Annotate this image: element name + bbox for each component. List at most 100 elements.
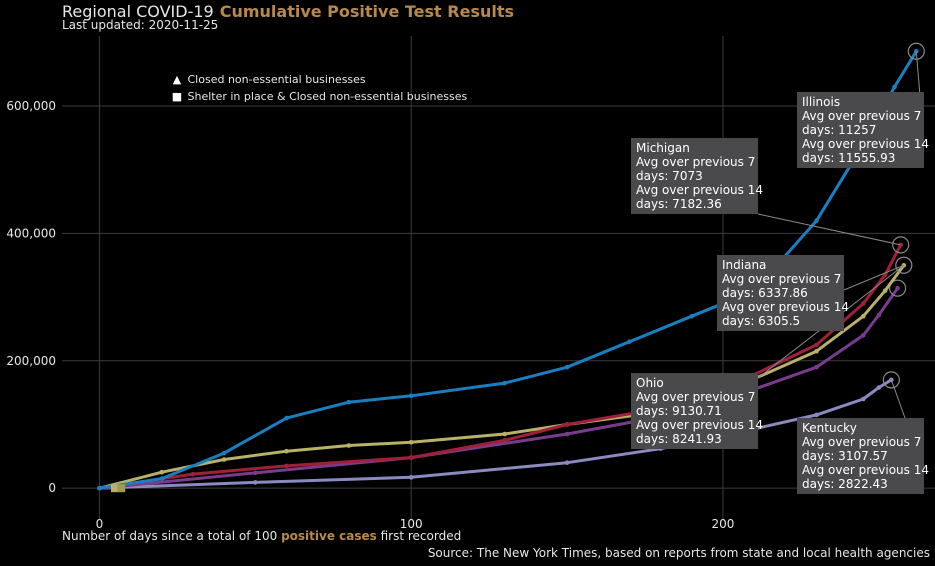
data-point-ohio bbox=[221, 457, 227, 462]
highlight-ring-indiana bbox=[888, 279, 907, 297]
data-point-illinois bbox=[408, 393, 414, 399]
tooltip-line: days: 9130.71 bbox=[636, 404, 722, 418]
policy-marker-square bbox=[111, 484, 120, 493]
tooltip-line: Avg over previous 14 bbox=[802, 463, 930, 477]
highlight-ring-ohio bbox=[895, 256, 913, 274]
tooltip-connector bbox=[843, 264, 905, 291]
data-point-ohio bbox=[882, 288, 888, 294]
data-point-indiana bbox=[253, 470, 258, 476]
data-point-kentucky bbox=[564, 460, 570, 465]
tooltip-line: days: 2822.43 bbox=[802, 477, 888, 491]
highlight-ring-illinois bbox=[907, 42, 925, 60]
tooltip-line: Avg over previous 7 bbox=[636, 155, 756, 169]
tooltip-line: Avg over previous 14 bbox=[636, 418, 764, 432]
tooltip-illinois: Illinois Avg over previous 7 days: 11257… bbox=[797, 92, 930, 168]
tooltip-kentucky: Kentucky Avg over previous 7 days: 3107.… bbox=[797, 418, 930, 494]
tooltip-line: days: 3107.57 bbox=[802, 449, 888, 463]
x-tick-label: 100 bbox=[400, 517, 423, 531]
tooltip-line: days: 7073 bbox=[636, 169, 703, 183]
data-point-illinois bbox=[97, 485, 102, 491]
data-point-illinois bbox=[159, 476, 165, 481]
data-point-ohio bbox=[346, 443, 352, 448]
y-tick-label: 0 bbox=[48, 481, 56, 495]
series-line-ohio bbox=[99, 264, 906, 490]
source-note: Source: The New York Times, based on rep… bbox=[427, 546, 930, 560]
data-point-kentucky bbox=[814, 412, 819, 418]
tooltip-indiana: Indiana Avg over previous 7 days: 6337.8… bbox=[717, 255, 850, 331]
data-point-ohio bbox=[408, 440, 414, 445]
tooltip-state: Michigan bbox=[636, 141, 690, 155]
tooltip-line: days: 6305.5 bbox=[722, 314, 801, 328]
data-point-michigan bbox=[408, 455, 414, 460]
tooltip-line: days: 11257 bbox=[802, 123, 877, 137]
data-point-ohio bbox=[502, 431, 508, 437]
tooltip-line: days: 11555.93 bbox=[802, 151, 896, 165]
tooltip-line: Avg over previous 14 bbox=[722, 300, 850, 314]
tooltip-line: days: 8241.93 bbox=[636, 432, 722, 446]
data-point-illinois bbox=[564, 364, 570, 370]
data-point-kentucky bbox=[408, 475, 414, 480]
data-point-illinois bbox=[689, 313, 695, 319]
square-icon: ■ bbox=[171, 90, 183, 103]
tooltip-connector bbox=[890, 379, 906, 419]
tooltip-line: days: 6337.86 bbox=[722, 286, 808, 300]
data-point-indiana bbox=[895, 285, 900, 291]
legend-label-shelter: Shelter in place & Closed non-essential … bbox=[187, 90, 468, 103]
data-point-kentucky bbox=[253, 480, 258, 485]
x-tick-label: 0 bbox=[96, 517, 104, 531]
data-point-michigan bbox=[284, 463, 289, 469]
tooltip-line: Avg over previous 7 bbox=[802, 435, 922, 449]
policy-marker-square bbox=[117, 484, 126, 493]
highlight-ring-michigan bbox=[892, 236, 910, 254]
data-point-illinois bbox=[892, 84, 897, 90]
data-point-indiana bbox=[814, 364, 819, 370]
tooltip-line: Avg over previous 7 bbox=[722, 272, 842, 286]
series-line-michigan bbox=[99, 244, 903, 490]
x-tick-label: 200 bbox=[712, 517, 735, 531]
last-updated: Last updated: 2020-11-25 bbox=[62, 18, 219, 32]
data-point-illinois bbox=[221, 450, 227, 456]
tooltip-ohio: Ohio Avg over previous 7 days: 9130.71 A… bbox=[631, 373, 764, 449]
data-point-ohio bbox=[284, 448, 289, 454]
chart-title-accent: Cumulative Positive Test Results bbox=[219, 2, 515, 21]
x-axis-title-accent: positive cases bbox=[281, 529, 377, 543]
chart-title-main: Regional COVID-19 bbox=[62, 2, 214, 21]
data-point-michigan bbox=[190, 471, 196, 477]
data-point-ohio bbox=[814, 348, 819, 354]
data-point-illinois bbox=[627, 339, 632, 344]
data-point-illinois bbox=[502, 380, 508, 386]
data-point-illinois bbox=[284, 415, 289, 421]
tooltip-state: Indiana bbox=[722, 258, 767, 272]
tooltip-line: Avg over previous 7 bbox=[636, 390, 756, 404]
x-axis-title-post: first recorded bbox=[380, 529, 462, 543]
data-point-indiana bbox=[860, 333, 866, 338]
data-point-indiana bbox=[564, 431, 570, 437]
data-point-ohio bbox=[159, 469, 165, 475]
data-point-ohio bbox=[860, 313, 866, 319]
legend-item-closed[interactable]: ▲ Closed non-essential businesses bbox=[170, 73, 366, 86]
data-point-michigan bbox=[564, 422, 570, 427]
tooltip-connector bbox=[757, 213, 901, 246]
tooltip-line: Avg over previous 14 bbox=[636, 183, 764, 197]
data-point-michigan bbox=[860, 301, 866, 306]
data-point-illinois bbox=[346, 399, 352, 405]
tooltip-state: Kentucky bbox=[802, 421, 857, 435]
tooltip-michigan: Michigan Avg over previous 7 days: 7073 … bbox=[631, 138, 764, 214]
data-point-michigan bbox=[502, 438, 508, 443]
highlight-ring-kentucky bbox=[882, 371, 900, 389]
y-tick-label: 600,000 bbox=[6, 99, 56, 113]
tooltip-line: days: 7182.36 bbox=[636, 197, 722, 211]
tooltip-state: Ohio bbox=[636, 376, 664, 390]
legend-label-closed: Closed non-essential businesses bbox=[187, 73, 366, 86]
triangle-icon: ▲ bbox=[172, 73, 182, 86]
tooltip-line: Avg over previous 14 bbox=[802, 137, 930, 151]
chart-title: Regional COVID-19 Cumulative Positive Tes… bbox=[62, 2, 514, 21]
y-tick-label: 400,000 bbox=[6, 226, 56, 240]
tooltip-line: Avg over previous 7 bbox=[802, 109, 922, 123]
data-point-indiana bbox=[876, 312, 882, 318]
tooltip-state: Illinois bbox=[802, 95, 841, 109]
data-point-kentucky bbox=[876, 385, 882, 390]
legend-item-shelter[interactable]: ■ Shelter in place & Closed non-essentia… bbox=[170, 90, 467, 103]
data-point-illinois bbox=[814, 218, 819, 223]
x-axis-title: Number of days since a total of 100 posi… bbox=[62, 529, 461, 543]
